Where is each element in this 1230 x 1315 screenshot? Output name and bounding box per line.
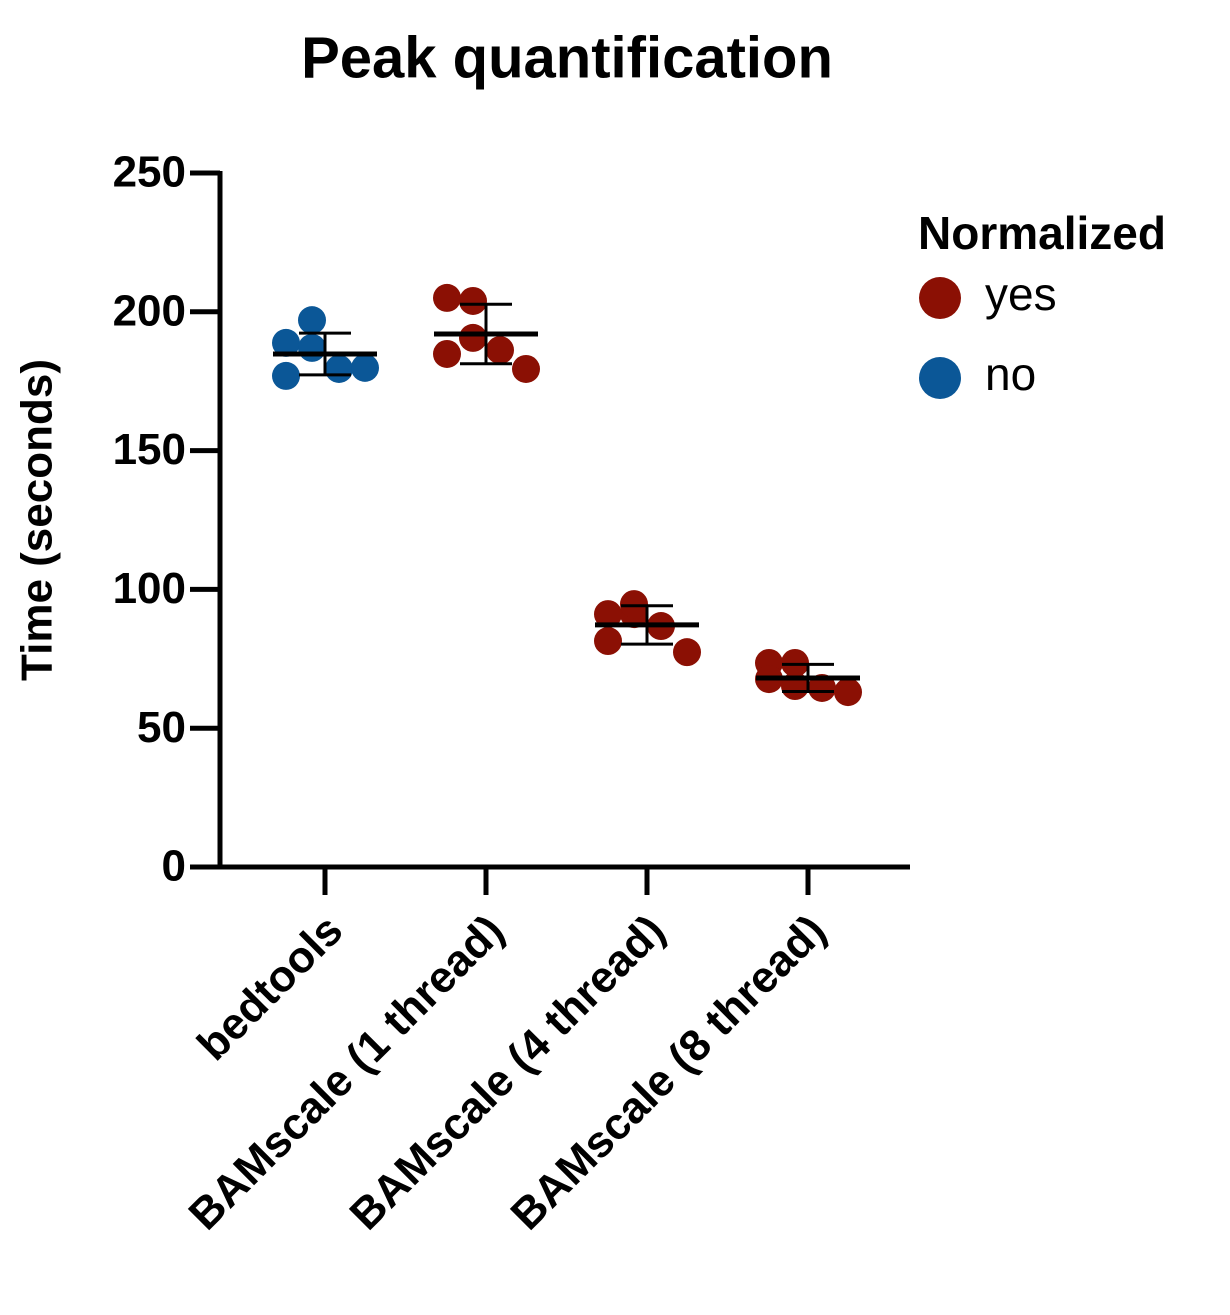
x-tick-label: bedtools: [188, 906, 352, 1070]
x-tick-label: BAMscale (4 thread): [341, 906, 675, 1240]
data-point: [325, 354, 353, 383]
data-point: [272, 328, 300, 357]
data-point: [808, 673, 836, 702]
y-tick-label: 200: [113, 286, 186, 335]
data-point: [459, 323, 487, 352]
data-point: [673, 638, 701, 667]
data-point: [433, 339, 461, 368]
data-point: [298, 333, 326, 362]
legend-label: no: [985, 348, 1036, 400]
y-tick-label: 0: [162, 842, 186, 891]
y-tick-label: 250: [113, 148, 186, 197]
y-axis-label: Time (seconds): [13, 359, 62, 681]
y-tick-label: 100: [113, 564, 186, 613]
data-point: [298, 306, 326, 335]
chart-title: Peak quantification: [301, 25, 833, 90]
legend-label: yes: [985, 268, 1057, 320]
data-point: [594, 600, 622, 629]
data-point: [433, 283, 461, 312]
data-point: [272, 361, 300, 390]
legend-marker: [919, 357, 961, 399]
data-point: [351, 353, 379, 382]
x-tick-label: BAMscale (8 thread): [502, 906, 836, 1240]
data-point: [834, 678, 862, 707]
data-point: [512, 354, 540, 383]
data-point: [459, 286, 487, 315]
data-point: [486, 336, 514, 365]
x-tick-label: BAMscale (1 thread): [180, 906, 514, 1240]
legend-title: Normalized: [918, 207, 1166, 259]
y-tick-label: 150: [113, 425, 186, 474]
data-point: [620, 590, 648, 619]
y-tick-label: 50: [137, 703, 186, 752]
legend-marker: [919, 277, 961, 319]
data-point: [594, 627, 622, 656]
